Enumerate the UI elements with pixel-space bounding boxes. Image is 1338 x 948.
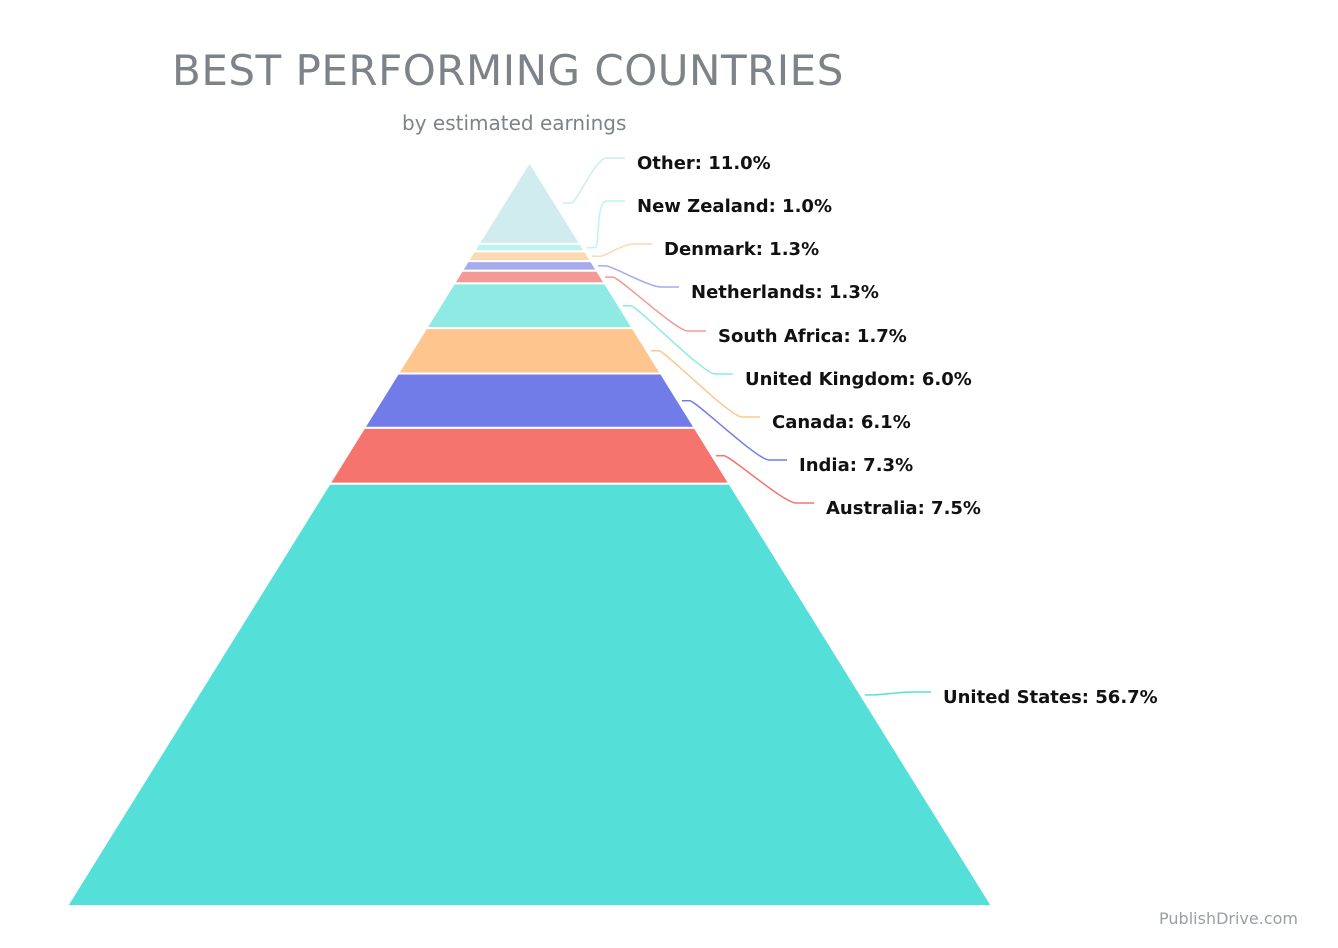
leader-line-canada [650, 350, 760, 418]
pyramid-band-netherlands [460, 260, 599, 272]
leader-line-new-zealand [586, 200, 625, 249]
leader-line-netherlands [598, 265, 679, 288]
data-label-united-kingdom: United Kingdom: 6.0% [745, 369, 972, 390]
leader-line-south-africa [605, 276, 706, 332]
leader-line-australia [716, 455, 814, 504]
data-label-netherlands: Netherlands: 1.3% [691, 282, 879, 303]
leader-line-other [563, 157, 625, 204]
data-label-canada: Canada: 6.1% [772, 412, 911, 433]
pyramid-band-india [362, 372, 697, 429]
pyramid-band-australia [327, 426, 732, 485]
chart-subtitle: by estimated earnings [402, 111, 627, 135]
pyramid-band-new-zealand [472, 242, 587, 253]
pyramid-band-denmark [466, 250, 593, 263]
data-label-other: Other: 11.0% [637, 153, 771, 174]
chart-title: BEST PERFORMING COUNTRIES [172, 46, 844, 95]
data-label-new-zealand: New Zealand: 1.0% [637, 196, 832, 217]
leader-line-india [681, 399, 787, 461]
data-label-denmark: Denmark: 1.3% [664, 239, 819, 260]
pyramid-band-united-states [65, 482, 994, 907]
leader-line-united-kingdom [622, 304, 733, 375]
data-label-india: India: 7.3% [799, 455, 913, 476]
data-label-south-africa: South Africa: 1.7% [718, 326, 907, 347]
source-credit: PublishDrive.com [1159, 909, 1298, 928]
data-label-united-states: United States: 56.7% [943, 687, 1158, 708]
pyramid-band-united-kingdom [424, 282, 635, 330]
pyramid-band-canada [396, 327, 663, 375]
leader-line-denmark [592, 243, 652, 257]
data-label-australia: Australia: 7.5% [826, 498, 981, 519]
leader-line-united-states [864, 691, 931, 696]
pyramid-band-south-africa [452, 269, 607, 285]
